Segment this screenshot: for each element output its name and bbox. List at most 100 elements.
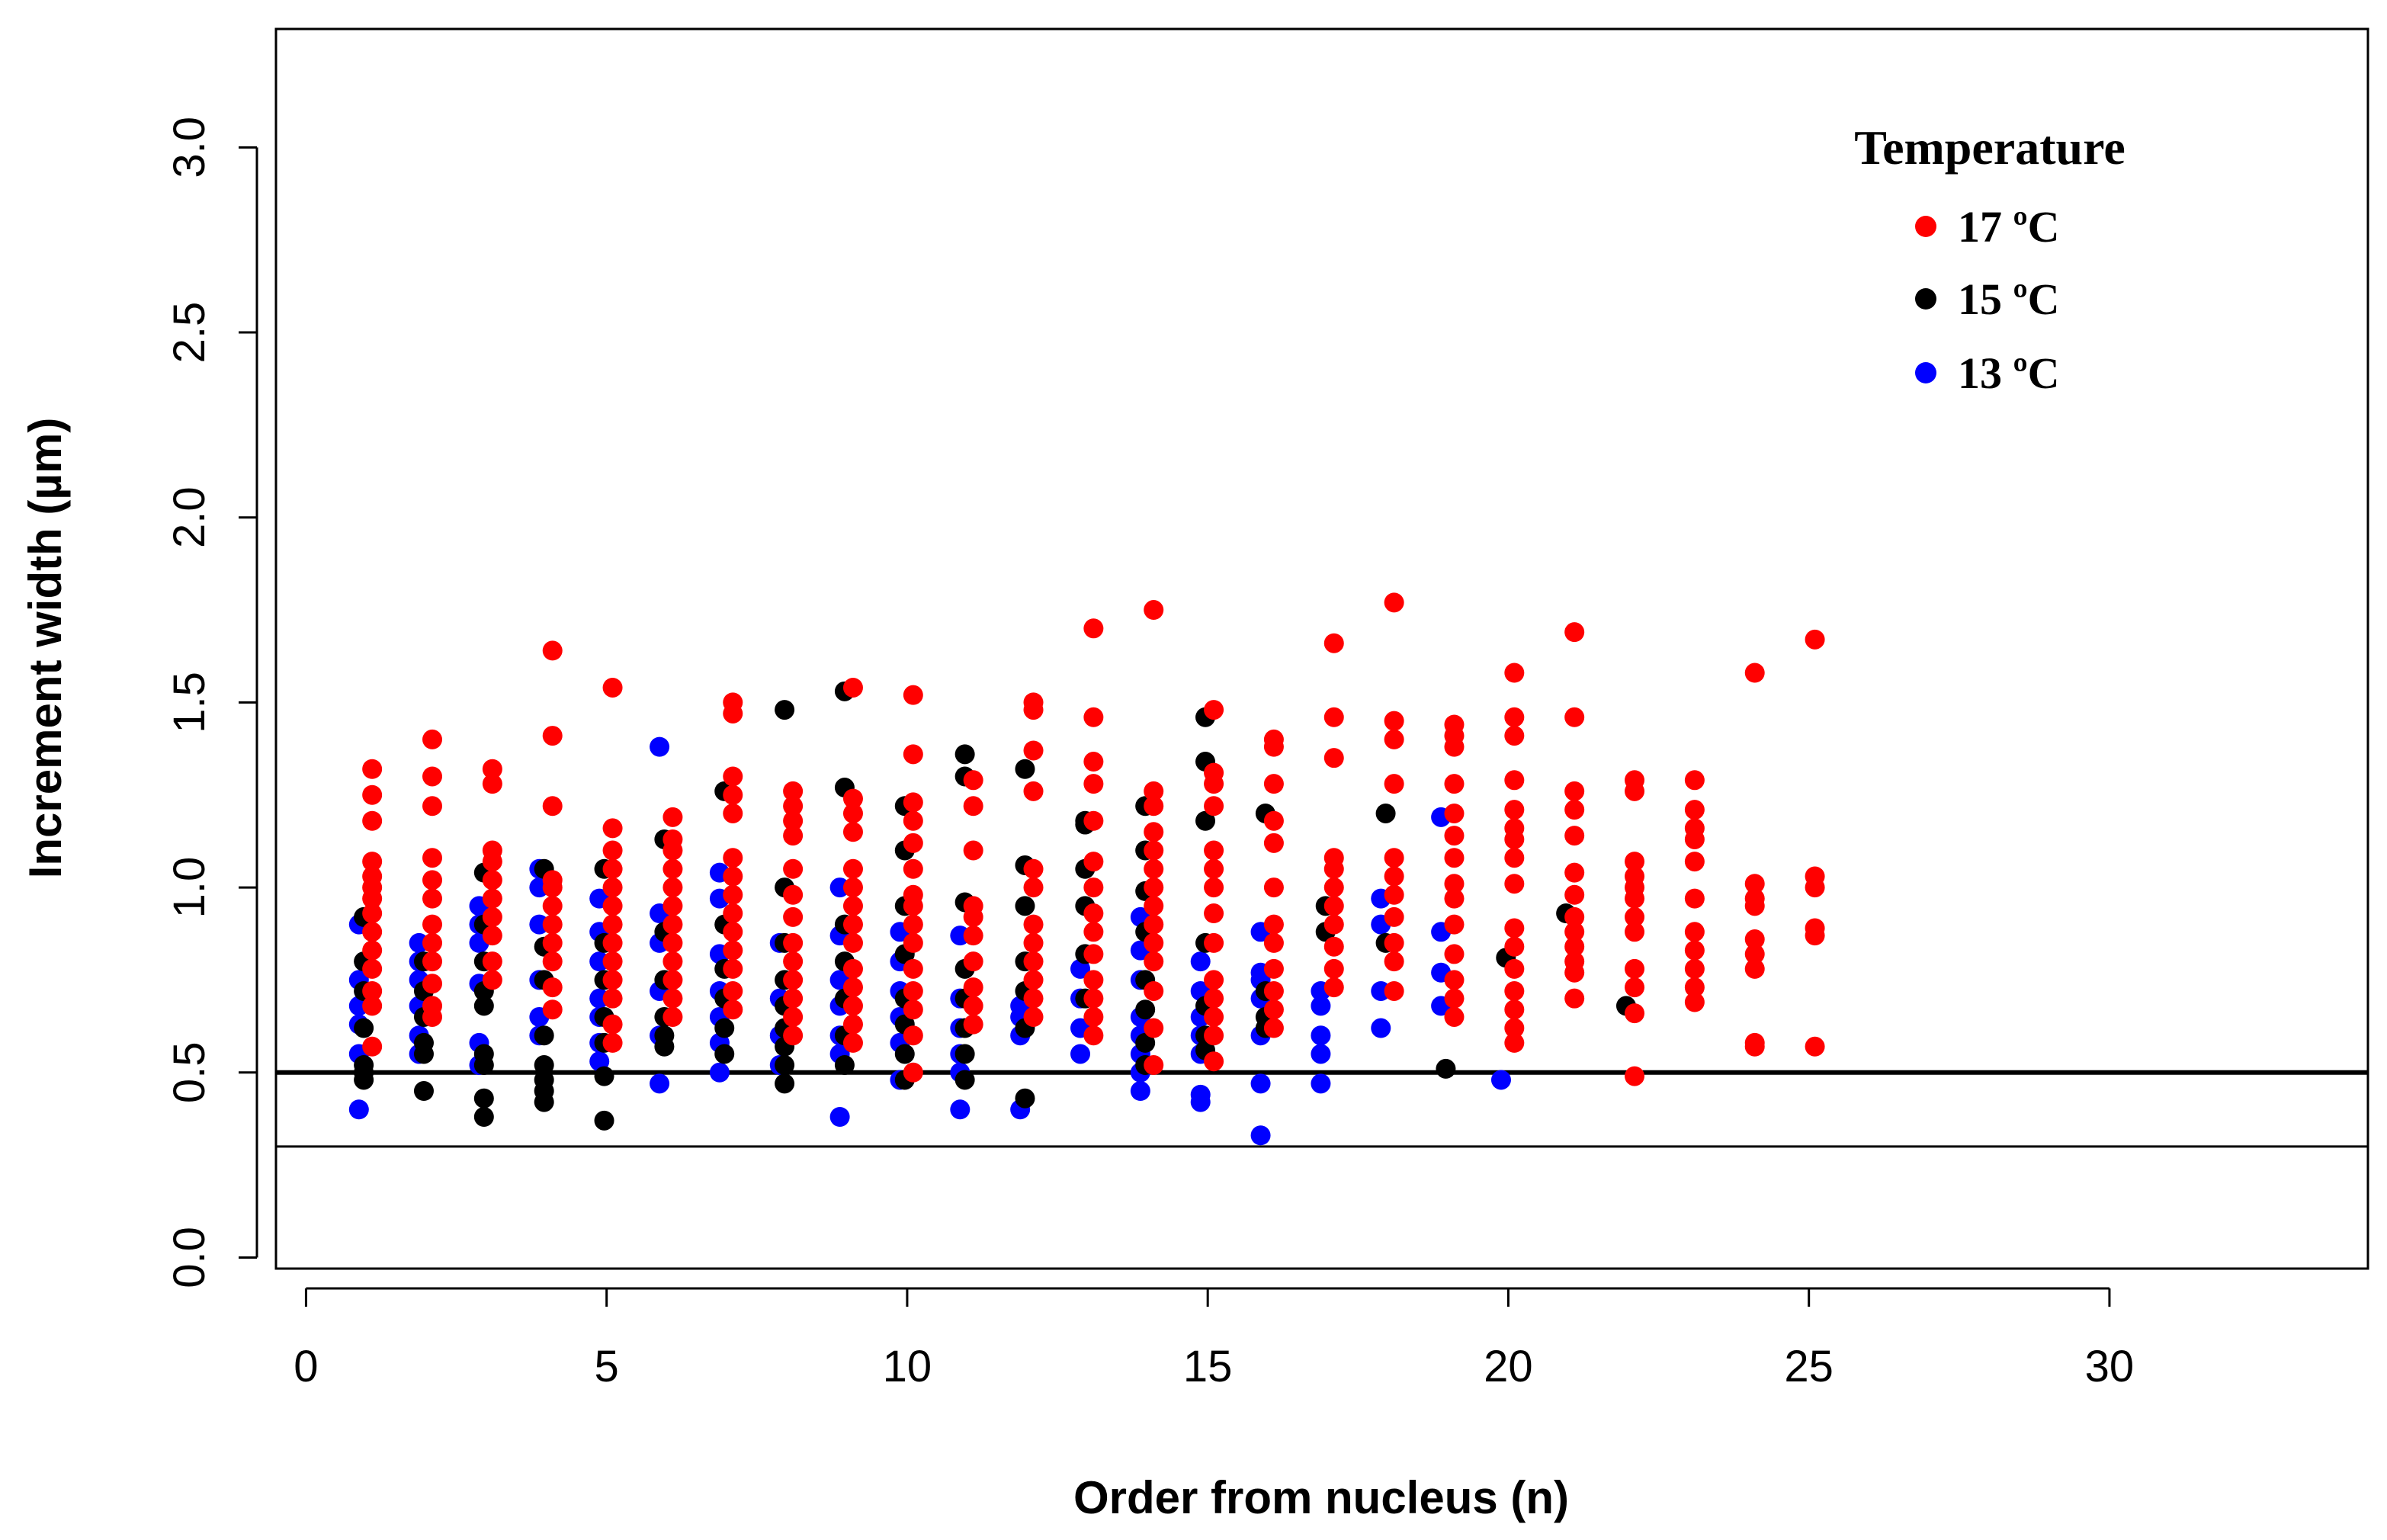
data-point bbox=[723, 999, 743, 1020]
data-point bbox=[413, 1081, 434, 1102]
data-point bbox=[1083, 852, 1104, 872]
data-point bbox=[723, 958, 743, 979]
data-point bbox=[354, 1055, 374, 1076]
data-point bbox=[1444, 970, 1465, 990]
data-point bbox=[473, 996, 494, 1016]
data-point bbox=[1015, 896, 1035, 916]
data-point bbox=[1504, 1018, 1525, 1038]
data-point bbox=[1070, 1044, 1091, 1064]
data-point bbox=[542, 951, 563, 972]
data-point bbox=[1625, 977, 1645, 998]
data-point bbox=[1144, 914, 1164, 935]
data-point bbox=[1144, 1055, 1164, 1076]
data-point bbox=[1083, 903, 1104, 924]
data-point bbox=[842, 803, 863, 823]
data-point bbox=[1204, 858, 1224, 879]
data-point bbox=[602, 988, 623, 1009]
data-point bbox=[1805, 918, 1825, 938]
data-point bbox=[1144, 858, 1164, 879]
data-point bbox=[663, 807, 683, 827]
data-point bbox=[842, 977, 863, 998]
data-point bbox=[1684, 770, 1705, 791]
data-point bbox=[1263, 958, 1284, 979]
data-point bbox=[829, 1106, 850, 1127]
data-point bbox=[650, 736, 670, 757]
y-axis-title: Increment width (µm) bbox=[20, 418, 71, 879]
data-point bbox=[1263, 877, 1284, 898]
data-point bbox=[1323, 633, 1344, 653]
legend-marker-13c bbox=[1915, 362, 1936, 383]
data-point bbox=[783, 906, 804, 927]
data-point bbox=[1625, 1066, 1645, 1086]
data-point bbox=[1444, 874, 1465, 894]
data-point bbox=[1144, 840, 1164, 861]
data-point bbox=[663, 988, 683, 1009]
data-point bbox=[422, 932, 443, 953]
data-point bbox=[954, 1044, 975, 1064]
y-axis: 0.0 0.5 1.0 1.5 2.0 2.5 3.0 bbox=[165, 117, 258, 1288]
data-point bbox=[903, 744, 923, 765]
data-point bbox=[422, 729, 443, 749]
data-point bbox=[1805, 866, 1825, 887]
data-point bbox=[1023, 914, 1044, 935]
data-point bbox=[1144, 980, 1164, 1001]
data-point bbox=[723, 803, 743, 823]
data-point bbox=[723, 784, 743, 805]
data-point bbox=[783, 970, 804, 990]
y-tick-label: 1.5 bbox=[165, 672, 214, 733]
data-point bbox=[1625, 906, 1645, 927]
data-point bbox=[1263, 1018, 1284, 1038]
data-point bbox=[1564, 906, 1585, 927]
data-point bbox=[1684, 922, 1705, 942]
data-point bbox=[1204, 796, 1224, 817]
data-point bbox=[1204, 1025, 1224, 1046]
data-point bbox=[1564, 781, 1585, 801]
data-point bbox=[602, 818, 623, 839]
data-point bbox=[422, 974, 443, 994]
data-point bbox=[842, 788, 863, 809]
data-point bbox=[1135, 1032, 1156, 1053]
data-point bbox=[963, 896, 983, 916]
data-point bbox=[963, 1014, 983, 1035]
data-point bbox=[1744, 1032, 1765, 1053]
data-point bbox=[1323, 848, 1344, 868]
data-point bbox=[542, 999, 563, 1020]
data-point bbox=[1744, 888, 1765, 909]
data-point bbox=[602, 877, 623, 898]
data-point bbox=[903, 1025, 923, 1046]
data-point bbox=[1263, 999, 1284, 1020]
data-point bbox=[1323, 707, 1344, 727]
data-point bbox=[663, 970, 683, 990]
data-point bbox=[903, 833, 923, 853]
data-point bbox=[542, 726, 563, 746]
data-point bbox=[1564, 936, 1585, 957]
data-point bbox=[1384, 592, 1404, 613]
data-point bbox=[1204, 903, 1224, 924]
data-point bbox=[482, 840, 502, 861]
data-point bbox=[903, 999, 923, 1020]
data-point bbox=[1564, 922, 1585, 942]
data-point bbox=[1204, 932, 1224, 953]
data-point bbox=[1023, 858, 1044, 879]
data-point bbox=[1384, 848, 1404, 868]
data-point bbox=[1504, 818, 1525, 839]
data-point bbox=[1684, 992, 1705, 1012]
data-point bbox=[1263, 729, 1284, 749]
data-point bbox=[1144, 932, 1164, 953]
data-point bbox=[1805, 1036, 1825, 1057]
data-point bbox=[783, 932, 804, 953]
data-point bbox=[482, 774, 502, 794]
data-point bbox=[1323, 877, 1344, 898]
data-point bbox=[842, 1014, 863, 1035]
data-point bbox=[473, 1088, 494, 1108]
data-point bbox=[903, 810, 923, 831]
data-point bbox=[1204, 762, 1224, 783]
data-point bbox=[723, 884, 743, 905]
data-point bbox=[473, 1044, 494, 1064]
data-point bbox=[534, 1025, 554, 1046]
data-point bbox=[1444, 888, 1465, 909]
legend-marker-17c bbox=[1915, 216, 1936, 237]
data-point bbox=[1023, 988, 1044, 1009]
data-point bbox=[542, 796, 563, 817]
data-point bbox=[903, 685, 923, 705]
